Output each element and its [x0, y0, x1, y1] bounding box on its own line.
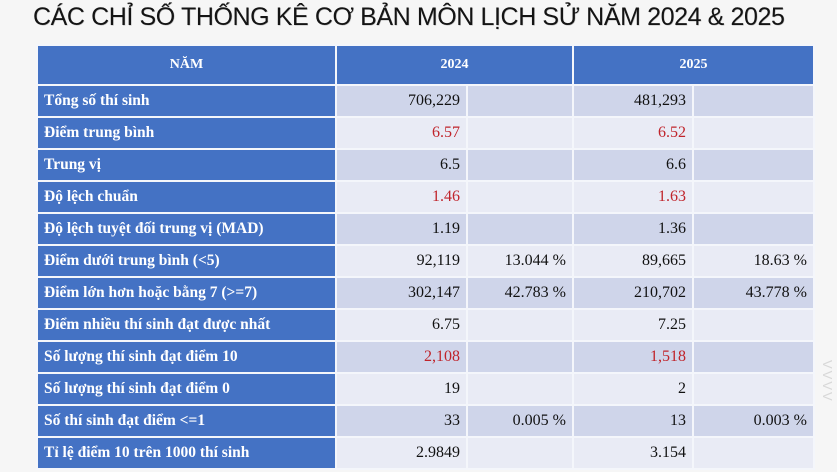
row-label: Điểm trung bình	[36, 116, 337, 150]
value-2025: 481,293	[572, 84, 694, 118]
row-label: Trung vị	[36, 148, 337, 182]
watermark: VVVV	[820, 360, 835, 403]
percent-2025	[692, 180, 815, 214]
table-row: Điểm nhiều thí sinh đạt được nhất 6.75 7.2…	[36, 308, 815, 342]
header-year-label: NĂM	[36, 44, 337, 86]
row-label: Số thí sinh đạt điểm <=1	[36, 404, 337, 438]
value-2024: 1.19	[335, 212, 468, 246]
value-2024: 92,119	[335, 244, 468, 278]
value-2024: 706,229	[335, 84, 468, 118]
row-label: Điểm dưới trung bình (<5)	[36, 244, 337, 278]
percent-2025	[692, 116, 815, 150]
header-year-2024: 2024	[335, 44, 574, 86]
value-2024: 6.5	[335, 148, 468, 182]
value-2025: 3.154	[572, 436, 694, 470]
table-row: Trung vị 6.5 6.6	[36, 148, 815, 182]
percent-2024	[466, 116, 574, 150]
percent-2024	[466, 148, 574, 182]
row-label: Tỉ lệ điểm 10 trên 1000 thí sinh	[36, 436, 337, 470]
percent-2024: 13.044 %	[466, 244, 574, 278]
percent-2025	[692, 340, 815, 374]
percent-2024	[466, 436, 574, 470]
statistics-table: NĂM 2024 2025 Tổng số thí sinh 706,229 481…	[36, 44, 815, 470]
value-2024: 6.57	[335, 116, 468, 150]
value-2025: 6.52	[572, 116, 694, 150]
table-row: Tổng số thí sinh 706,229 481,293	[36, 84, 815, 118]
value-2024: 19	[335, 372, 468, 406]
row-label: Số lượng thí sinh đạt điểm 0	[36, 372, 337, 406]
value-2024: 6.75	[335, 308, 468, 342]
percent-2025: 0.003 %	[692, 404, 815, 438]
percent-2025	[692, 372, 815, 406]
value-2025: 1.63	[572, 180, 694, 214]
percent-2024: 42.783 %	[466, 276, 574, 310]
percent-2024	[466, 340, 574, 374]
percent-2025	[692, 436, 815, 470]
row-label: Độ lệch tuyệt đối trung vị (MAD)	[36, 212, 337, 246]
value-2025: 2	[572, 372, 694, 406]
percent-2025: 43.778 %	[692, 276, 815, 310]
value-2024: 302,147	[335, 276, 468, 310]
percent-2024	[466, 84, 574, 118]
value-2024: 1.46	[335, 180, 468, 214]
percent-2024	[466, 180, 574, 214]
value-2024: 33	[335, 404, 468, 438]
percent-2024	[466, 372, 574, 406]
value-2025: 7.25	[572, 308, 694, 342]
value-2024: 2,108	[335, 340, 468, 374]
table-row: Độ lệch tuyệt đối trung vị (MAD) 1.19 1.36	[36, 212, 815, 246]
table-row: Số thí sinh đạt điểm <=1 33 0.005 % 13 0.003…	[36, 404, 815, 438]
table-row: Số lượng thí sinh đạt điểm 0 19 2	[36, 372, 815, 406]
header-year-2025: 2025	[572, 44, 815, 86]
percent-2025: 18.63 %	[692, 244, 815, 278]
value-2025: 1.36	[572, 212, 694, 246]
percent-2025	[692, 148, 815, 182]
row-label: Tổng số thí sinh	[36, 84, 337, 118]
page-title: CÁC CHỈ SỐ THỐNG KÊ CƠ BẢN MÔN LỊCH SỬ N…	[33, 3, 785, 31]
value-2025: 1,518	[572, 340, 694, 374]
row-label: Điểm nhiều thí sinh đạt được nhất	[36, 308, 337, 342]
percent-2025	[692, 308, 815, 342]
percent-2024: 0.005 %	[466, 404, 574, 438]
percent-2024	[466, 212, 574, 246]
percent-2024	[466, 308, 574, 342]
row-label: Độ lệch chuẩn	[36, 180, 337, 214]
table-row: Điểm trung bình 6.57 6.52	[36, 116, 815, 150]
percent-2025	[692, 212, 815, 246]
value-2025: 89,665	[572, 244, 694, 278]
row-label: Điểm lớn hơn hoặc bằng 7 (>=7)	[36, 276, 337, 310]
table-row: Độ lệch chuẩn 1.46 1.63	[36, 180, 815, 214]
table-header-row: NĂM 2024 2025	[36, 44, 815, 86]
table-row: Điểm lớn hơn hoặc bằng 7 (>=7) 302,147 42.…	[36, 276, 815, 310]
value-2025: 13	[572, 404, 694, 438]
row-label: Số lượng thí sinh đạt điểm 10	[36, 340, 337, 374]
table-row: Tỉ lệ điểm 10 trên 1000 thí sinh 2.9849 3.…	[36, 436, 815, 470]
value-2025: 6.6	[572, 148, 694, 182]
value-2025: 210,702	[572, 276, 694, 310]
table-row: Điểm dưới trung bình (<5) 92,119 13.044 % 8…	[36, 244, 815, 278]
table-row: Số lượng thí sinh đạt điểm 10 2,108 1,518	[36, 340, 815, 374]
value-2024: 2.9849	[335, 436, 468, 470]
percent-2025	[692, 84, 815, 118]
